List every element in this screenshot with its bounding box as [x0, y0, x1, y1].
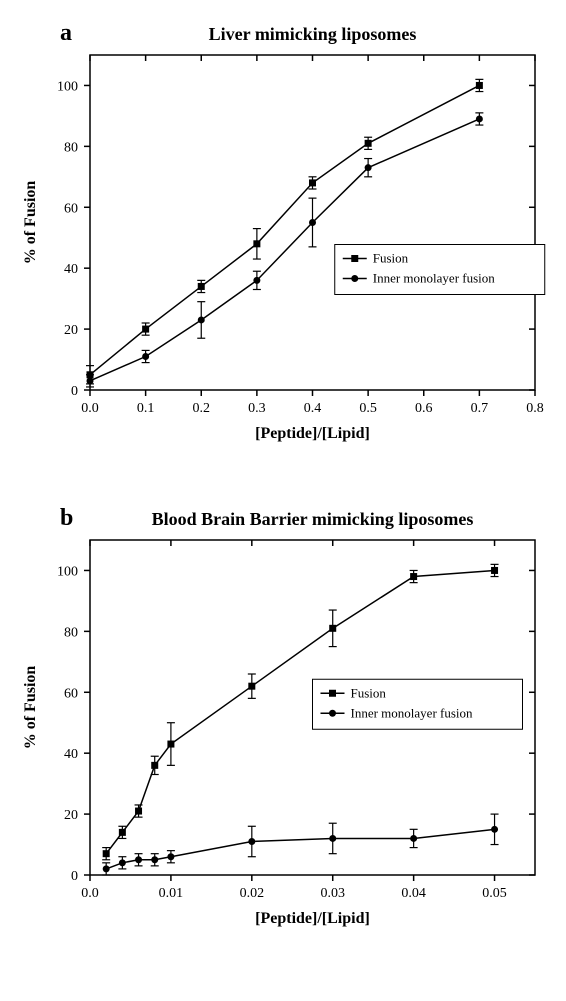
svg-text:60: 60 — [64, 686, 78, 701]
svg-text:20: 20 — [64, 808, 78, 823]
svg-text:% of Fusion: % of Fusion — [22, 666, 39, 750]
svg-text:0.1: 0.1 — [137, 401, 155, 416]
svg-text:0.6: 0.6 — [415, 401, 433, 416]
svg-text:0.05: 0.05 — [482, 886, 507, 901]
svg-text:0: 0 — [71, 384, 78, 399]
svg-text:Blood Brain Barrier mimicking: Blood Brain Barrier mimicking liposomes — [152, 509, 474, 529]
svg-text:Fusion: Fusion — [351, 685, 387, 700]
svg-text:a: a — [60, 20, 72, 46]
svg-text:0.0: 0.0 — [81, 401, 99, 416]
svg-text:% of Fusion: % of Fusion — [22, 181, 39, 265]
svg-text:0.5: 0.5 — [359, 401, 377, 416]
svg-text:0.4: 0.4 — [304, 401, 322, 416]
svg-text:Fusion: Fusion — [373, 251, 409, 266]
panel-a-chart: 0.0 0.1 0.2 0.3 0.4 0.5 0.6 0.7 0.8 0 20 40 60 80 100 [… — [0, 0, 566, 470]
svg-text:Inner monolayer fusion: Inner monolayer fusion — [351, 705, 474, 720]
svg-text:0.04: 0.04 — [401, 886, 426, 901]
svg-text:0.0: 0.0 — [81, 886, 99, 901]
svg-text:40: 40 — [64, 262, 78, 277]
svg-text:0: 0 — [71, 869, 78, 884]
svg-text:0.7: 0.7 — [471, 401, 489, 416]
svg-text:0.03: 0.03 — [320, 886, 345, 901]
svg-text:0.02: 0.02 — [240, 886, 265, 901]
svg-text:0.2: 0.2 — [193, 401, 211, 416]
svg-text:[Peptide]/[Lipid]: [Peptide]/[Lipid] — [255, 910, 370, 927]
svg-text:60: 60 — [64, 201, 78, 216]
svg-text:[Peptide]/[Lipid]: [Peptide]/[Lipid] — [255, 425, 370, 442]
svg-text:80: 80 — [64, 140, 78, 155]
svg-text:20: 20 — [64, 323, 78, 338]
svg-text:0.01: 0.01 — [159, 886, 184, 901]
svg-text:100: 100 — [57, 564, 78, 579]
svg-text:40: 40 — [64, 747, 78, 762]
svg-text:100: 100 — [57, 79, 78, 94]
panel-b-chart: 0.0 0.01 0.02 0.03 0.04 0.05 0 20 40 60 80 100 [Pept… — [0, 470, 566, 970]
svg-text:b: b — [60, 505, 73, 531]
svg-text:Inner monolayer fusion: Inner monolayer fusion — [373, 271, 496, 286]
figure-container: 0.0 0.1 0.2 0.3 0.4 0.5 0.6 0.7 0.8 0 20 40 60 80 100 [… — [0, 0, 566, 970]
svg-text:0.3: 0.3 — [248, 401, 266, 416]
svg-text:Liver mimicking liposomes: Liver mimicking liposomes — [209, 24, 417, 44]
svg-text:80: 80 — [64, 625, 78, 640]
svg-text:0.8: 0.8 — [526, 401, 544, 416]
